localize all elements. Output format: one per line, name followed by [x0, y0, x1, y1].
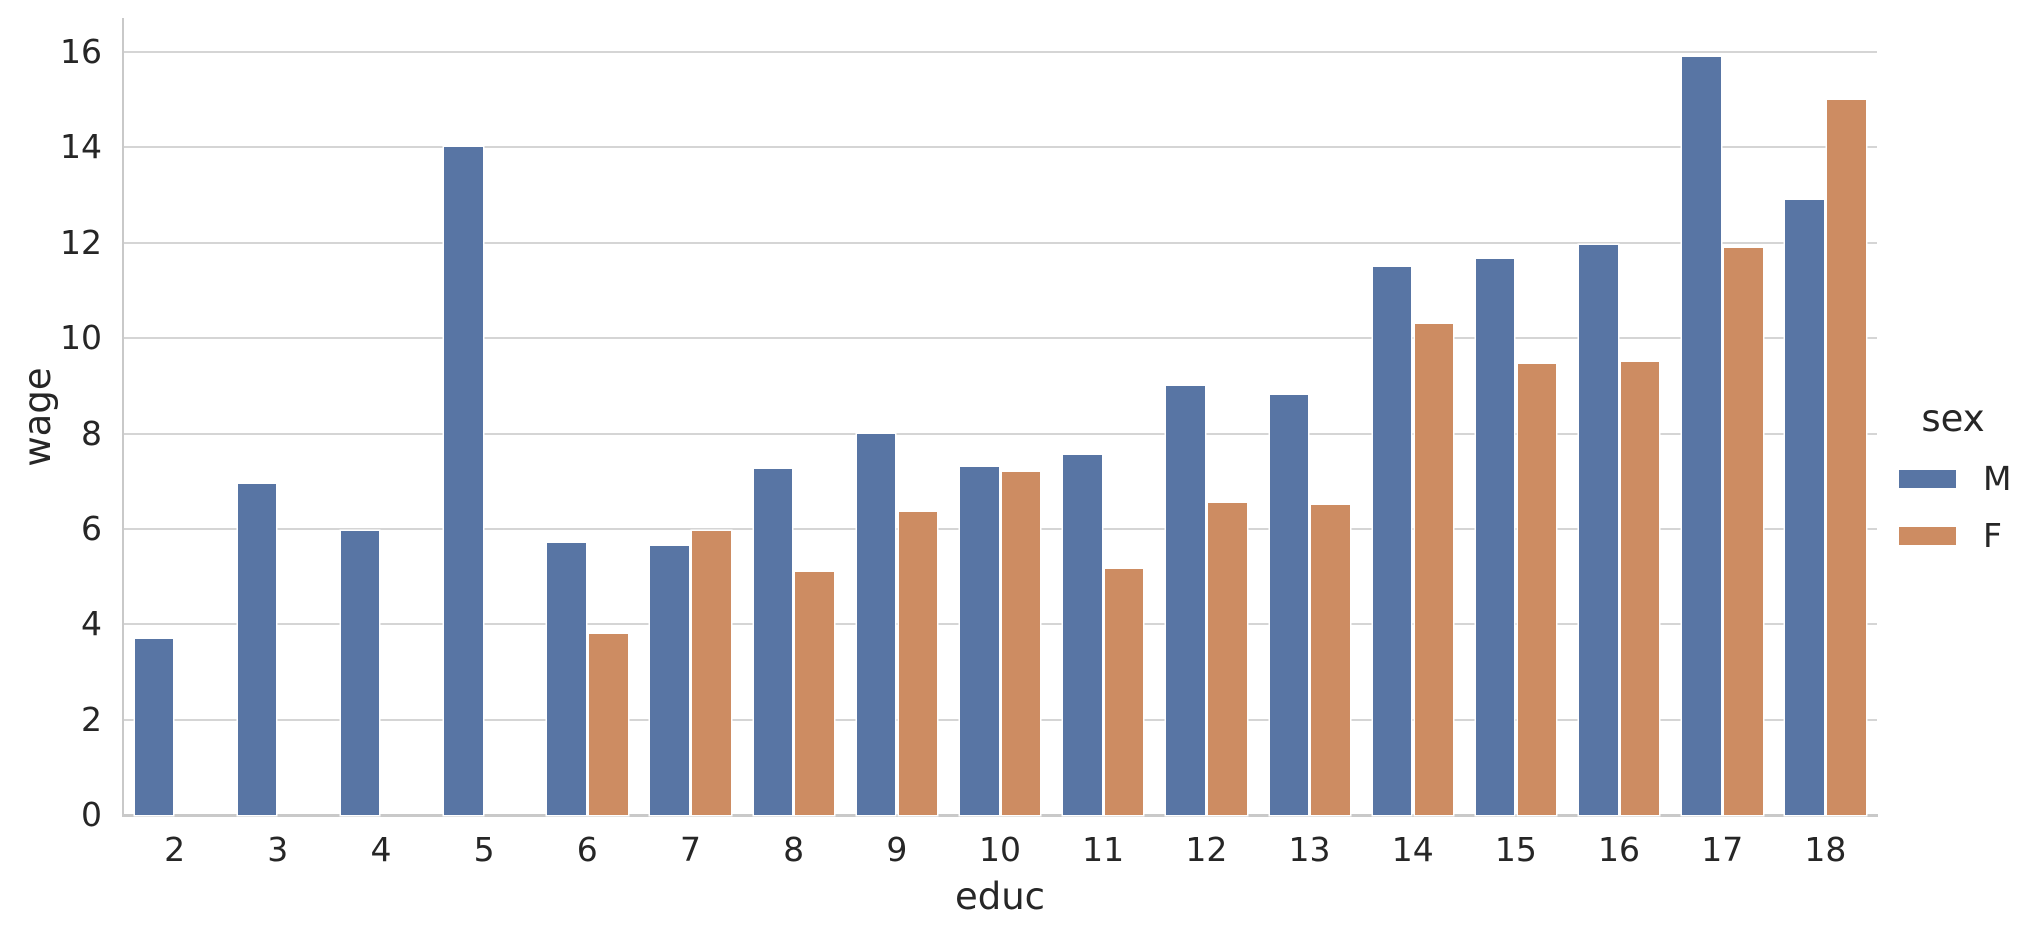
- legend-row-M: M: [1899, 461, 2029, 497]
- bar-M-educ-10: [960, 466, 999, 815]
- x-tick-label-14: 14: [1391, 830, 1434, 869]
- gridline-6: [123, 527, 1877, 530]
- gridline-10: [123, 337, 1877, 340]
- legend-row-F: F: [1899, 518, 2029, 554]
- x-tick-label-10: 10: [979, 830, 1021, 869]
- bar-F-educ-13: [1311, 505, 1350, 815]
- x-tick-label-18: 18: [1804, 830, 1847, 869]
- gridline-4: [123, 623, 1877, 626]
- y-tick-label-16: 16: [60, 32, 102, 71]
- x-axis-spine: [122, 814, 1878, 817]
- x-tick-label-3: 3: [267, 830, 289, 869]
- x-tick-label-17: 17: [1701, 830, 1744, 869]
- y-tick-label-14: 14: [60, 127, 102, 167]
- bar-M-educ-11: [1063, 454, 1102, 815]
- x-tick-label-11: 11: [1082, 830, 1125, 869]
- bar-F-educ-16: [1620, 361, 1660, 815]
- bar-M-educ-8: [753, 469, 793, 815]
- bar-M-educ-18: [1785, 199, 1824, 815]
- x-tick-label-8: 8: [783, 830, 805, 869]
- bar-F-educ-9: [898, 512, 938, 815]
- legend-swatch-M: [1899, 470, 1956, 488]
- y-tick-label-10: 10: [60, 318, 102, 358]
- x-tick-label-6: 6: [576, 830, 598, 869]
- bar-M-educ-12: [1166, 385, 1205, 815]
- bar-M-educ-6: [547, 543, 586, 815]
- bar-F-educ-12: [1208, 502, 1247, 815]
- x-tick-label-13: 13: [1288, 830, 1331, 869]
- legend-label-M: M: [1983, 459, 2012, 498]
- gridline-8: [123, 432, 1877, 435]
- bar-M-educ-7: [650, 545, 689, 815]
- bar-F-educ-17: [1724, 247, 1763, 815]
- y-tick-label-8: 8: [81, 413, 102, 453]
- bar-F-educ-11: [1104, 569, 1144, 815]
- legend-swatch-F: [1899, 527, 1956, 545]
- x-tick-label-4: 4: [370, 830, 392, 869]
- bar-M-educ-3: [237, 483, 277, 815]
- bar-M-educ-15: [1475, 259, 1515, 815]
- y-tick-label-6: 6: [81, 508, 102, 548]
- bar-M-educ-5: [444, 147, 483, 815]
- legend-title: sex: [1921, 397, 1985, 440]
- bar-F-educ-18: [1827, 99, 1866, 815]
- bar-F-educ-8: [795, 571, 834, 815]
- bar-F-educ-15: [1517, 364, 1557, 815]
- bar-M-educ-16: [1579, 245, 1618, 815]
- x-tick-label-5: 5: [473, 830, 495, 869]
- y-tick-label-12: 12: [60, 222, 102, 262]
- bar-M-educ-14: [1372, 266, 1412, 815]
- x-axis-label: educ: [954, 875, 1046, 918]
- y-axis-spine: [122, 18, 124, 815]
- y-tick-label-2: 2: [81, 699, 102, 739]
- bar-M-educ-4: [340, 531, 380, 815]
- gridline-14: [123, 146, 1877, 149]
- x-tick-label-12: 12: [1185, 830, 1228, 869]
- legend-label-F: F: [1983, 516, 2002, 555]
- gridline-2: [123, 718, 1877, 721]
- bar-M-educ-13: [1269, 395, 1309, 815]
- y-tick-label-4: 4: [81, 604, 102, 644]
- x-tick-label-9: 9: [886, 830, 908, 869]
- x-tick-label-7: 7: [679, 830, 701, 869]
- bar-F-educ-10: [1001, 471, 1041, 815]
- bar-M-educ-9: [856, 433, 896, 815]
- gridline-16: [123, 51, 1877, 53]
- x-tick-label-15: 15: [1494, 830, 1537, 869]
- gridline-12: [123, 241, 1877, 244]
- y-tick-label-0: 0: [81, 795, 102, 834]
- bar-F-educ-14: [1414, 323, 1453, 815]
- x-tick-label-16: 16: [1598, 830, 1641, 869]
- bar-F-educ-7: [692, 531, 731, 815]
- bar-M-educ-2: [134, 638, 174, 815]
- bar-F-educ-6: [589, 633, 628, 815]
- x-tick-label-2: 2: [164, 830, 186, 869]
- bar-M-educ-17: [1682, 56, 1721, 815]
